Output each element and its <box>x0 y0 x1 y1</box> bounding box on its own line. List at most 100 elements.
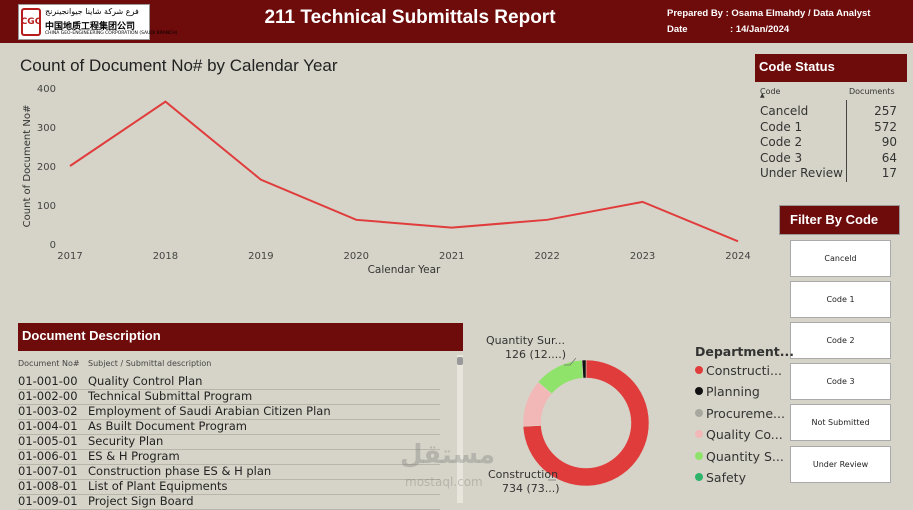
y-tick-label: 300 <box>37 123 56 134</box>
company-logo: CGC فرع شركة شاينا جيوانجينرنج 中国地质工程集团公… <box>18 4 177 40</box>
data-point[interactable] <box>640 199 645 204</box>
data-point[interactable] <box>736 239 741 244</box>
document-no: 01-005-01 <box>18 434 78 448</box>
line-chart-title: Count of Document No# by Calendar Year <box>20 56 338 75</box>
filter-button-not-submitted[interactable]: Not Submitted <box>790 404 891 441</box>
document-description-heading: Document Description <box>18 323 463 351</box>
logo-chinese-text: 中国地质工程集团公司 <box>45 22 136 32</box>
legend-title: Department... <box>695 344 794 359</box>
sort-arrow-icon[interactable]: ▲ <box>760 92 765 99</box>
watermark-latin: mostaql.com <box>405 475 483 489</box>
legend-item[interactable]: Constructi... <box>695 363 782 378</box>
legend-swatch <box>695 452 703 460</box>
legend-item[interactable]: Quantity S... <box>695 449 784 464</box>
donut-label-construction: Construction <box>488 468 559 481</box>
filter-button-canceld[interactable]: Canceld <box>790 240 891 277</box>
table-row[interactable]: 01-005-01 Security Plan <box>18 434 440 450</box>
legend-label: Constructi... <box>706 363 782 378</box>
series-line[interactable] <box>69 100 739 243</box>
data-point[interactable] <box>449 225 454 230</box>
filter-button-code-1[interactable]: Code 1 <box>790 281 891 318</box>
document-no: 01-009-01 <box>18 494 78 508</box>
filter-heading: Filter By Code <box>779 205 900 235</box>
y-tick-label: 400 <box>37 84 56 95</box>
legend-item[interactable]: Procureme... <box>695 406 785 421</box>
document-description: Security Plan <box>88 434 164 448</box>
document-description: Quality Control Plan <box>88 374 203 388</box>
data-point[interactable] <box>258 177 263 182</box>
document-no: 01-007-01 <box>18 464 78 478</box>
code-column-header[interactable]: Code <box>760 87 781 96</box>
code-status-count: 572 <box>874 120 897 134</box>
donut-slice[interactable] <box>522 359 650 487</box>
document-description: As Built Document Program <box>88 419 248 433</box>
table-row[interactable]: 01-002-00 Technical Submittal Program <box>18 389 440 405</box>
table-row[interactable]: 01-008-01 List of Plant Equipments <box>18 479 440 495</box>
data-point[interactable] <box>545 217 550 222</box>
x-tick-label: 2020 <box>344 251 369 262</box>
table-row[interactable]: 01-009-01 Project Sign Board <box>18 494 440 510</box>
column-divider <box>846 100 847 182</box>
data-point[interactable] <box>354 217 359 222</box>
table-row[interactable]: 01-001-00 Quality Control Plan <box>18 374 440 390</box>
code-status-count: 64 <box>881 151 897 165</box>
documents-column-header[interactable]: Documents <box>849 87 895 96</box>
logo-arabic-text: فرع شركة شاينا جيوانجينرنج <box>45 7 139 16</box>
legend-swatch <box>695 430 703 438</box>
legend-swatch <box>695 387 703 395</box>
x-tick-label: 2022 <box>534 251 559 262</box>
table-scrollbar-thumb[interactable] <box>457 357 463 365</box>
x-tick-label: 2023 <box>630 251 655 262</box>
document-no: 01-001-00 <box>18 374 78 388</box>
legend-swatch <box>695 366 703 374</box>
donut-label-quantity-value: 126 (12....) <box>505 348 567 361</box>
donut-slice[interactable] <box>581 359 587 379</box>
document-no: 01-006-01 <box>18 449 78 463</box>
watermark-arabic: مستقل <box>400 440 496 470</box>
prepared-by: Prepared By : Osama Elmahdy / Data Analy… <box>667 8 871 19</box>
table-row[interactable]: 01-004-01 As Built Document Program <box>18 419 440 435</box>
y-tick-label: 200 <box>37 162 56 173</box>
x-tick-label: 2024 <box>725 251 750 262</box>
legend-item[interactable]: Quality Co... <box>695 427 783 442</box>
description-column-header[interactable]: Subject / Submittal description <box>88 359 212 368</box>
date-value: : 14/Jan/2024 <box>730 24 790 35</box>
document-no: 01-004-01 <box>18 419 78 433</box>
x-tick-label: 2021 <box>439 251 464 262</box>
document-no: 01-008-01 <box>18 479 78 493</box>
code-status-count: 257 <box>874 104 897 118</box>
document-description: ES & H Program <box>88 449 180 463</box>
legend-swatch <box>695 409 703 417</box>
page-title: 211 Technical Submittals Report <box>264 7 556 28</box>
document-description: Employment of Saudi Arabian Citizen Plan <box>88 404 331 418</box>
data-point[interactable] <box>163 99 168 104</box>
x-tick-label: 2017 <box>57 251 82 262</box>
y-axis-label: Count of Document No# <box>22 105 33 228</box>
legend-label: Planning <box>706 384 760 399</box>
table-scrollbar[interactable] <box>457 355 463 503</box>
code-status-code: Code 1 <box>760 120 803 134</box>
report-header <box>0 0 913 43</box>
legend-item[interactable]: Safety <box>695 470 746 485</box>
document-no-column-header[interactable]: Document No# <box>18 359 80 368</box>
filter-button-code-3[interactable]: Code 3 <box>790 363 891 400</box>
code-status-heading: Code Status <box>755 54 907 82</box>
document-description: Project Sign Board <box>88 494 194 508</box>
code-status-count: 90 <box>881 135 897 149</box>
document-description: Construction phase ES & H plan <box>88 464 272 478</box>
filter-button-under-review[interactable]: Under Review <box>790 446 891 483</box>
logo-english-text: CHINA GEO-ENGINEERING CORPORATION (SAUDI… <box>45 31 178 36</box>
y-tick-label: 0 <box>50 240 56 251</box>
table-row[interactable]: 01-006-01 ES & H Program <box>18 449 440 465</box>
document-description: List of Plant Equipments <box>88 479 228 493</box>
leader-line <box>564 357 577 366</box>
table-row[interactable]: 01-003-02 Employment of Saudi Arabian Cit… <box>18 404 440 420</box>
table-row[interactable]: 01-007-01 Construction phase ES & H plan <box>18 464 440 480</box>
document-description: Technical Submittal Program <box>88 389 253 403</box>
data-point[interactable] <box>68 164 73 169</box>
code-status-code: Code 2 <box>760 135 803 149</box>
legend-item[interactable]: Planning <box>695 384 760 399</box>
document-no: 01-002-00 <box>18 389 78 403</box>
filter-button-code-2[interactable]: Code 2 <box>790 322 891 359</box>
x-tick-label: 2018 <box>153 251 178 262</box>
